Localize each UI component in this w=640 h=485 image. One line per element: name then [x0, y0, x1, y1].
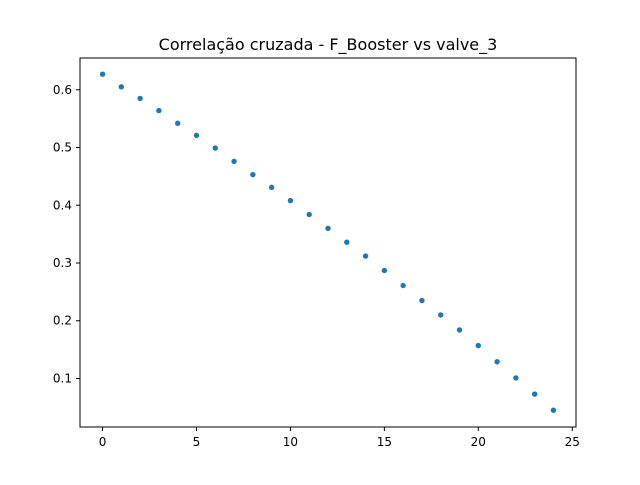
y-tick-label: 0.3 [53, 256, 72, 270]
plot-frame [79, 57, 577, 428]
data-point [419, 297, 425, 304]
data-point [344, 239, 350, 245]
data-point [193, 132, 200, 139]
data-point [231, 158, 237, 165]
axis-ticks: 0 5 10 15 20 25 0.1 0.2 0.3 0.4 0.5 0.6 [53, 83, 580, 449]
data-point [175, 120, 181, 126]
x-tick-label: 25 [565, 435, 580, 449]
x-tick-label: 15 [377, 435, 392, 449]
data-point [99, 71, 106, 77]
y-tick-label: 0.2 [53, 314, 72, 328]
data-point [325, 225, 331, 232]
y-tick-label: 0.5 [53, 141, 72, 155]
data-point [438, 312, 444, 318]
data-point [250, 171, 256, 178]
data-point [475, 342, 481, 349]
data-point [513, 375, 519, 381]
data-point [287, 197, 294, 204]
x-tick-label: 5 [193, 435, 201, 449]
x-tick-label: 20 [471, 435, 486, 449]
data-point [118, 84, 125, 90]
y-tick-label: 0.6 [53, 83, 72, 97]
data-point [550, 407, 557, 413]
data-point [456, 327, 463, 333]
data-point [306, 211, 312, 218]
y-tick-label: 0.4 [53, 198, 72, 212]
data-point [400, 282, 406, 289]
x-tick-label: 10 [283, 435, 298, 449]
data-points [99, 71, 557, 413]
data-point [156, 107, 162, 114]
data-point [137, 95, 143, 102]
data-point [362, 253, 369, 259]
chart-title: Correlação cruzada - F_Booster vs valve_… [159, 35, 498, 55]
data-point [212, 145, 218, 151]
data-point [381, 267, 388, 274]
data-point [531, 391, 538, 397]
y-tick-label: 0.1 [53, 371, 72, 385]
data-point [494, 359, 500, 365]
data-point [268, 184, 275, 191]
x-tick-label: 0 [99, 435, 107, 449]
